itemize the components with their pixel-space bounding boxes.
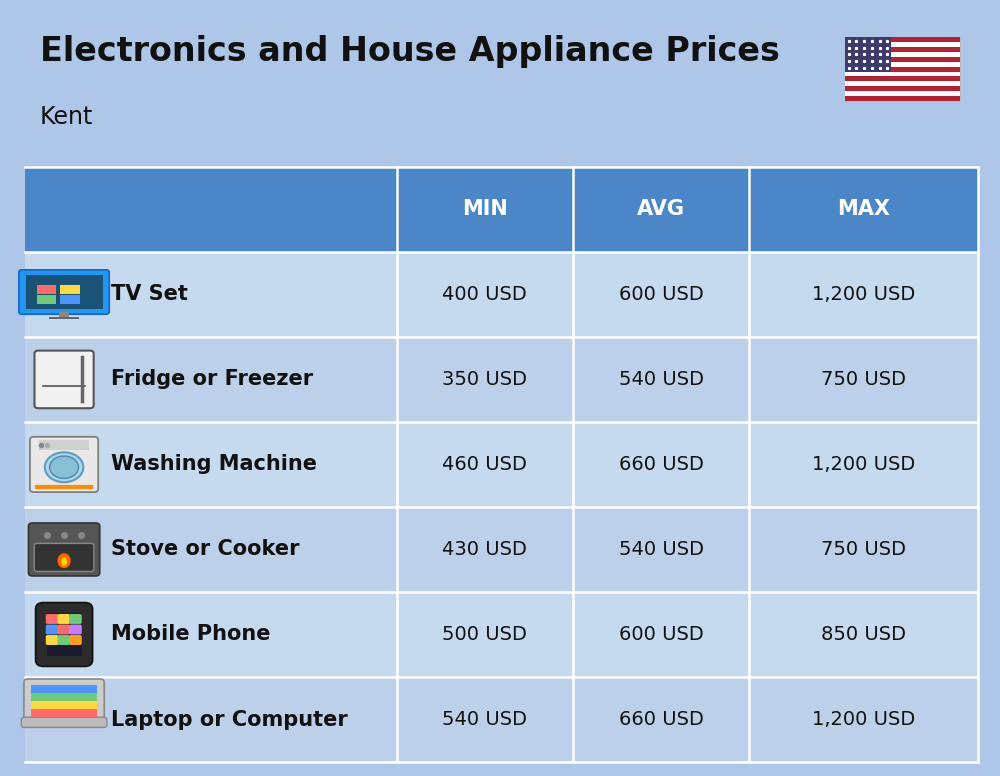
Text: AVG: AVG bbox=[637, 199, 685, 220]
Bar bbox=[845, 71, 960, 76]
Text: 750 USD: 750 USD bbox=[821, 540, 906, 559]
Text: Stove or Cooker: Stove or Cooker bbox=[111, 539, 300, 559]
Text: Laptop or Computer: Laptop or Computer bbox=[111, 709, 348, 729]
Circle shape bbox=[45, 452, 83, 482]
Text: 600 USD: 600 USD bbox=[619, 285, 704, 304]
FancyBboxPatch shape bbox=[24, 679, 104, 722]
Bar bbox=[59, 312, 69, 317]
Bar bbox=[31, 684, 97, 693]
FancyBboxPatch shape bbox=[28, 523, 100, 576]
Text: 540 USD: 540 USD bbox=[619, 540, 704, 559]
Bar bbox=[845, 86, 960, 91]
Ellipse shape bbox=[61, 557, 67, 566]
FancyBboxPatch shape bbox=[30, 437, 98, 492]
Bar bbox=[845, 57, 960, 62]
Bar bbox=[31, 709, 97, 717]
Ellipse shape bbox=[57, 553, 71, 568]
Text: 540 USD: 540 USD bbox=[442, 710, 527, 729]
FancyBboxPatch shape bbox=[57, 625, 70, 635]
FancyBboxPatch shape bbox=[69, 614, 82, 624]
Text: Mobile Phone: Mobile Phone bbox=[111, 625, 271, 645]
Bar bbox=[31, 684, 97, 717]
FancyBboxPatch shape bbox=[57, 614, 70, 624]
Bar bbox=[845, 37, 891, 71]
Text: Kent: Kent bbox=[40, 105, 93, 129]
Text: 600 USD: 600 USD bbox=[619, 625, 704, 644]
Bar bbox=[37, 286, 56, 294]
Bar bbox=[845, 47, 960, 52]
Text: 660 USD: 660 USD bbox=[619, 455, 704, 474]
FancyBboxPatch shape bbox=[34, 351, 94, 408]
Bar bbox=[845, 62, 960, 67]
Text: MIN: MIN bbox=[462, 199, 508, 220]
Bar bbox=[25, 337, 978, 422]
Text: TV Set: TV Set bbox=[111, 284, 188, 304]
Bar bbox=[25, 167, 978, 252]
Bar bbox=[25, 422, 978, 507]
Text: 500 USD: 500 USD bbox=[442, 625, 527, 644]
Text: Electronics and House Appliance Prices: Electronics and House Appliance Prices bbox=[40, 35, 780, 68]
Text: 850 USD: 850 USD bbox=[821, 625, 906, 644]
Bar bbox=[25, 677, 978, 762]
Bar bbox=[25, 252, 978, 337]
Bar bbox=[31, 693, 97, 701]
FancyBboxPatch shape bbox=[69, 635, 82, 645]
FancyBboxPatch shape bbox=[19, 270, 109, 314]
FancyBboxPatch shape bbox=[46, 625, 58, 635]
Text: MAX: MAX bbox=[837, 199, 890, 220]
Circle shape bbox=[50, 456, 79, 479]
FancyBboxPatch shape bbox=[21, 717, 107, 727]
Bar bbox=[39, 440, 89, 450]
Text: 540 USD: 540 USD bbox=[619, 370, 704, 389]
Bar bbox=[25, 592, 978, 677]
Bar bbox=[49, 317, 79, 320]
Bar bbox=[845, 96, 960, 101]
Text: 400 USD: 400 USD bbox=[442, 285, 527, 304]
Bar bbox=[845, 42, 960, 47]
Bar bbox=[845, 52, 960, 57]
Text: 1,200 USD: 1,200 USD bbox=[812, 710, 915, 729]
Text: 350 USD: 350 USD bbox=[442, 370, 527, 389]
Bar bbox=[845, 91, 960, 96]
Text: 1,200 USD: 1,200 USD bbox=[812, 455, 915, 474]
FancyBboxPatch shape bbox=[36, 602, 93, 667]
FancyBboxPatch shape bbox=[46, 635, 58, 645]
FancyBboxPatch shape bbox=[34, 543, 94, 571]
Bar bbox=[845, 76, 960, 81]
Bar bbox=[31, 701, 97, 709]
Bar bbox=[26, 275, 103, 309]
Text: 460 USD: 460 USD bbox=[442, 455, 527, 474]
Bar bbox=[845, 67, 960, 71]
Text: Fridge or Freezer: Fridge or Freezer bbox=[111, 369, 313, 390]
Bar bbox=[25, 507, 978, 592]
Bar bbox=[60, 296, 80, 304]
Bar bbox=[47, 614, 82, 656]
Text: 660 USD: 660 USD bbox=[619, 710, 704, 729]
Bar bbox=[845, 81, 960, 86]
Bar bbox=[845, 37, 960, 101]
FancyBboxPatch shape bbox=[57, 635, 70, 645]
Text: 430 USD: 430 USD bbox=[442, 540, 527, 559]
Text: Washing Machine: Washing Machine bbox=[111, 455, 317, 474]
Text: 1,200 USD: 1,200 USD bbox=[812, 285, 915, 304]
Text: 750 USD: 750 USD bbox=[821, 370, 906, 389]
Bar bbox=[37, 296, 56, 304]
FancyBboxPatch shape bbox=[69, 625, 82, 635]
Bar bbox=[845, 37, 960, 42]
FancyBboxPatch shape bbox=[46, 614, 58, 624]
Bar bbox=[60, 286, 80, 294]
